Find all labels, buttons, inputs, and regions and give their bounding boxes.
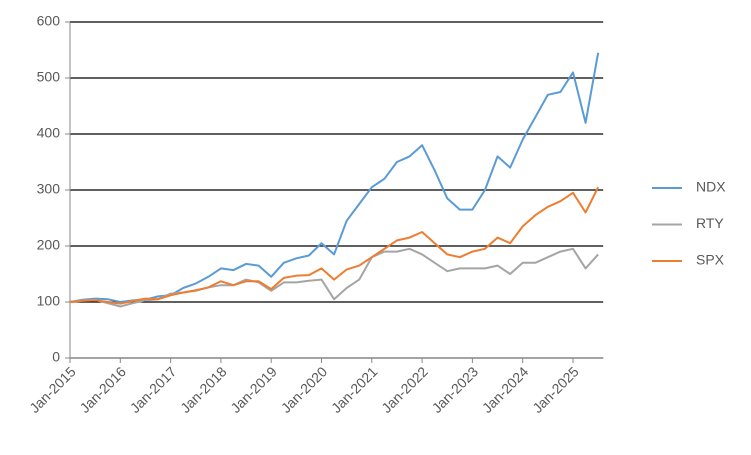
x-tick-label: Jan-2021 — [328, 363, 381, 416]
x-tick-label: Jan-2025 — [529, 363, 582, 416]
line — [69, 52, 600, 303]
y-tick-label: 0 — [52, 349, 60, 365]
x-tick-label: Jan-2020 — [278, 363, 331, 416]
line — [69, 186, 600, 305]
y-tick-label: 100 — [37, 293, 61, 309]
legend-label: RTY — [696, 215, 724, 231]
legend-label: SPX — [696, 252, 725, 268]
x-tick-label: Jan-2019 — [227, 363, 280, 416]
legend-label: NDX — [696, 179, 726, 195]
y-tick-label: 500 — [37, 69, 61, 85]
x-tick-label: Jan-2022 — [378, 363, 431, 416]
y-tick-label: 200 — [37, 237, 61, 253]
y-tick-label: 300 — [37, 181, 61, 197]
x-tick-label: Jan-2024 — [479, 363, 532, 416]
x-tick-label: Jan-2018 — [177, 363, 230, 416]
y-tick-label: 400 — [37, 125, 61, 141]
x-tick-label: Jan-2023 — [429, 363, 482, 416]
x-tick-label: Jan-2017 — [127, 363, 180, 416]
x-tick-label: Jan-2016 — [76, 363, 129, 416]
x-tick-label: Jan-2015 — [26, 363, 79, 416]
y-tick-label: 600 — [37, 13, 61, 29]
